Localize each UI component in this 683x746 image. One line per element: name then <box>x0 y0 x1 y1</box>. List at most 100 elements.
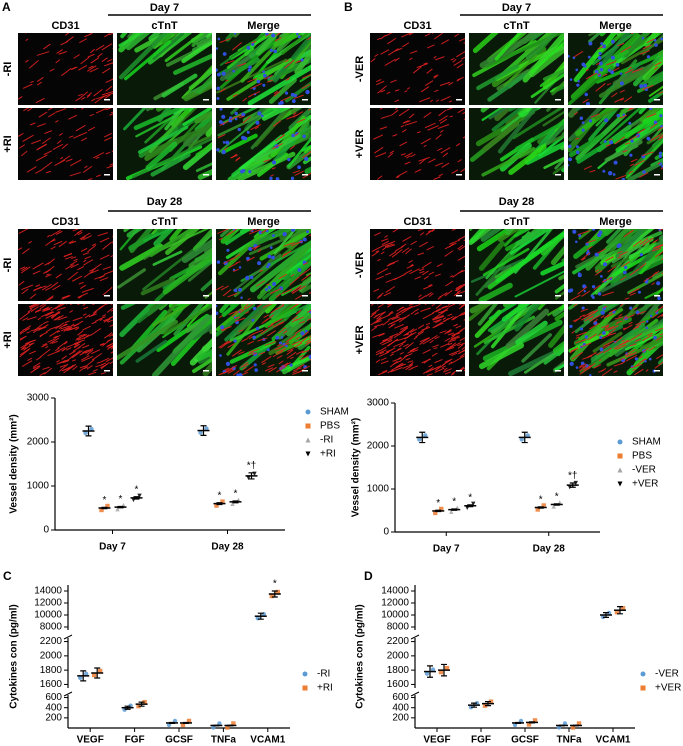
vessel <box>376 267 389 275</box>
vessel <box>66 342 79 348</box>
vessel <box>386 262 396 267</box>
vessel <box>282 250 292 256</box>
vessel <box>272 350 284 358</box>
nucleus <box>610 70 615 75</box>
nucleus <box>654 43 658 47</box>
nucleus <box>233 33 237 35</box>
vessel <box>69 171 81 177</box>
fiber <box>645 33 651 36</box>
vessel <box>32 365 41 369</box>
vessel <box>370 57 376 63</box>
legend-marker <box>617 467 623 473</box>
y-tick-label: 12000 <box>34 598 62 609</box>
vessel <box>400 125 405 128</box>
axis-break <box>63 634 73 640</box>
fiber <box>195 162 212 173</box>
nucleus <box>247 68 251 72</box>
nucleus <box>238 373 243 376</box>
texture <box>568 33 663 105</box>
fiber <box>648 74 663 84</box>
nucleus <box>608 171 613 176</box>
micrograph-bg <box>18 33 113 105</box>
vessel <box>377 258 381 262</box>
vessel <box>450 372 455 376</box>
vessel <box>278 342 290 349</box>
legend-label: PBS <box>632 451 652 462</box>
nucleus <box>575 68 579 72</box>
vessel <box>454 33 460 38</box>
vessel <box>50 281 59 288</box>
vessel <box>99 254 110 260</box>
vessel <box>604 325 610 330</box>
fiber <box>126 229 144 238</box>
vessel <box>384 58 397 66</box>
fiber <box>221 304 240 317</box>
nucleus <box>269 48 274 52</box>
vessel <box>443 367 448 371</box>
vessel <box>72 316 83 322</box>
x-tick-label: VEGF <box>423 735 450 746</box>
vessel <box>464 369 465 372</box>
vessel <box>643 274 655 282</box>
vessel <box>428 271 435 276</box>
texture <box>18 229 113 301</box>
vessel <box>219 38 231 44</box>
fiber <box>206 33 212 39</box>
vessel <box>620 98 624 101</box>
vessel <box>398 343 404 348</box>
vessel <box>49 330 60 337</box>
micrograph <box>18 33 113 105</box>
vessel <box>84 165 88 169</box>
vessel <box>623 229 634 238</box>
vessel <box>278 360 284 365</box>
y-axis-label: Cytokines con (pg/ml) <box>355 604 366 708</box>
vessel <box>411 349 419 353</box>
vessel <box>285 334 297 343</box>
vessel <box>56 359 60 363</box>
panel-label: A <box>2 0 11 14</box>
vessel <box>395 307 407 316</box>
data-point <box>551 504 556 509</box>
vessel <box>308 335 311 338</box>
vessel <box>238 115 245 119</box>
vessel <box>452 269 464 278</box>
fiber <box>604 139 643 163</box>
vessel <box>614 316 623 320</box>
vessel <box>29 122 36 126</box>
vessel <box>439 118 448 124</box>
vessel <box>432 315 445 321</box>
vessel <box>387 152 394 158</box>
vessel <box>112 48 113 50</box>
fiber <box>568 331 610 353</box>
vessel <box>286 114 299 120</box>
vessel <box>457 159 462 163</box>
vessel <box>387 304 393 308</box>
vessel <box>657 136 663 141</box>
vessel <box>613 343 623 350</box>
vessel <box>252 352 257 356</box>
vessel <box>635 320 646 326</box>
data-point <box>269 593 274 599</box>
vessel <box>92 304 96 306</box>
vessel <box>277 329 284 334</box>
fiber <box>173 108 191 116</box>
vessel <box>33 367 39 371</box>
vessel <box>391 316 400 321</box>
column-label: CD31 <box>51 20 79 32</box>
nucleus <box>594 252 599 257</box>
vessel <box>109 316 113 319</box>
vessel <box>18 229 29 234</box>
vessel <box>60 156 64 160</box>
column-label: CD31 <box>403 216 431 228</box>
fiber <box>144 122 212 157</box>
data-point <box>562 721 568 726</box>
vessel <box>244 365 255 373</box>
nucleus <box>660 37 663 41</box>
vessel <box>454 289 459 292</box>
error-bar <box>435 509 442 513</box>
vessel <box>398 327 409 336</box>
fiber <box>152 33 185 60</box>
vessel <box>81 108 85 110</box>
fiber <box>197 354 212 364</box>
vessel <box>89 113 94 117</box>
